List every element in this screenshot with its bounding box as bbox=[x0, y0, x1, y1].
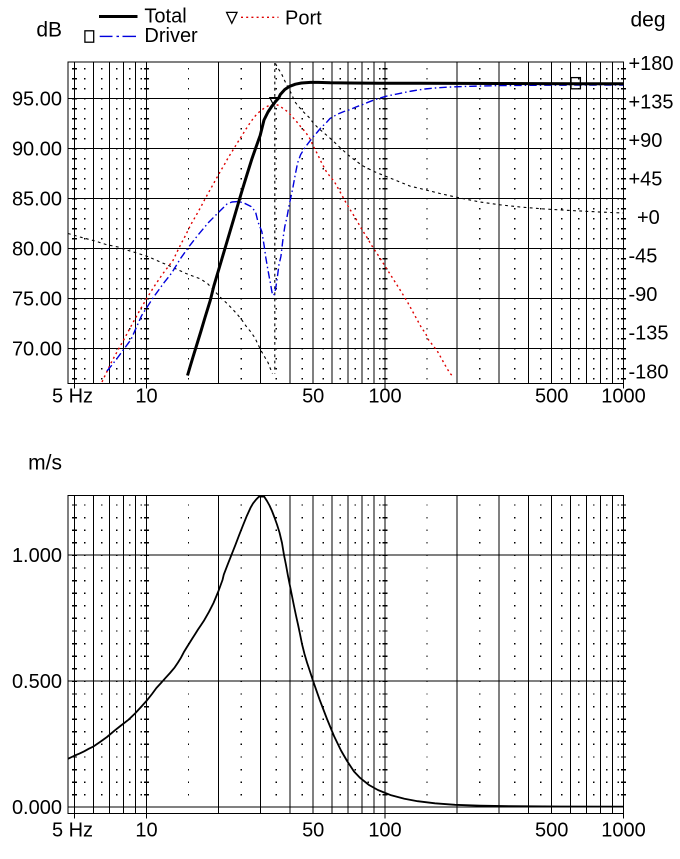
svg-text:Total: Total bbox=[144, 5, 186, 27]
svg-text:+45: +45 bbox=[629, 169, 663, 191]
svg-text:0.000: 0.000 bbox=[12, 797, 62, 819]
svg-text:80.00: 80.00 bbox=[12, 238, 62, 260]
svg-text:+180: +180 bbox=[629, 53, 674, 75]
svg-text:500: 500 bbox=[535, 819, 568, 841]
svg-text:-45: -45 bbox=[629, 246, 658, 268]
svg-text:500: 500 bbox=[535, 385, 568, 407]
svg-text:dB: dB bbox=[36, 19, 62, 42]
svg-text:deg: deg bbox=[631, 9, 666, 32]
svg-text:90.00: 90.00 bbox=[12, 138, 62, 160]
svg-text:-180: -180 bbox=[629, 361, 669, 383]
svg-text:100: 100 bbox=[368, 385, 401, 407]
svg-text:+90: +90 bbox=[629, 130, 663, 152]
svg-text:1000: 1000 bbox=[601, 385, 646, 407]
svg-text:+135: +135 bbox=[629, 91, 674, 113]
svg-text:85.00: 85.00 bbox=[12, 188, 62, 210]
svg-text:70.00: 70.00 bbox=[12, 338, 62, 360]
svg-text:1000: 1000 bbox=[601, 819, 646, 841]
svg-text:50: 50 bbox=[302, 385, 324, 407]
svg-text:95.00: 95.00 bbox=[12, 88, 62, 110]
svg-text:0.500: 0.500 bbox=[12, 671, 62, 693]
svg-text:Driver: Driver bbox=[144, 25, 198, 47]
svg-text:5 Hz: 5 Hz bbox=[52, 385, 93, 407]
svg-text:Port: Port bbox=[285, 7, 322, 29]
svg-text:m/s: m/s bbox=[28, 452, 62, 475]
svg-text:+0: +0 bbox=[637, 207, 660, 229]
svg-text:10: 10 bbox=[135, 385, 157, 407]
svg-text:5 Hz: 5 Hz bbox=[52, 819, 93, 841]
svg-text:-90: -90 bbox=[629, 284, 658, 306]
svg-text:100: 100 bbox=[368, 819, 401, 841]
svg-text:50: 50 bbox=[302, 819, 324, 841]
svg-text:75.00: 75.00 bbox=[12, 288, 62, 310]
svg-text:1.000: 1.000 bbox=[12, 545, 62, 567]
svg-text:10: 10 bbox=[135, 819, 157, 841]
svg-text:-135: -135 bbox=[629, 323, 669, 345]
